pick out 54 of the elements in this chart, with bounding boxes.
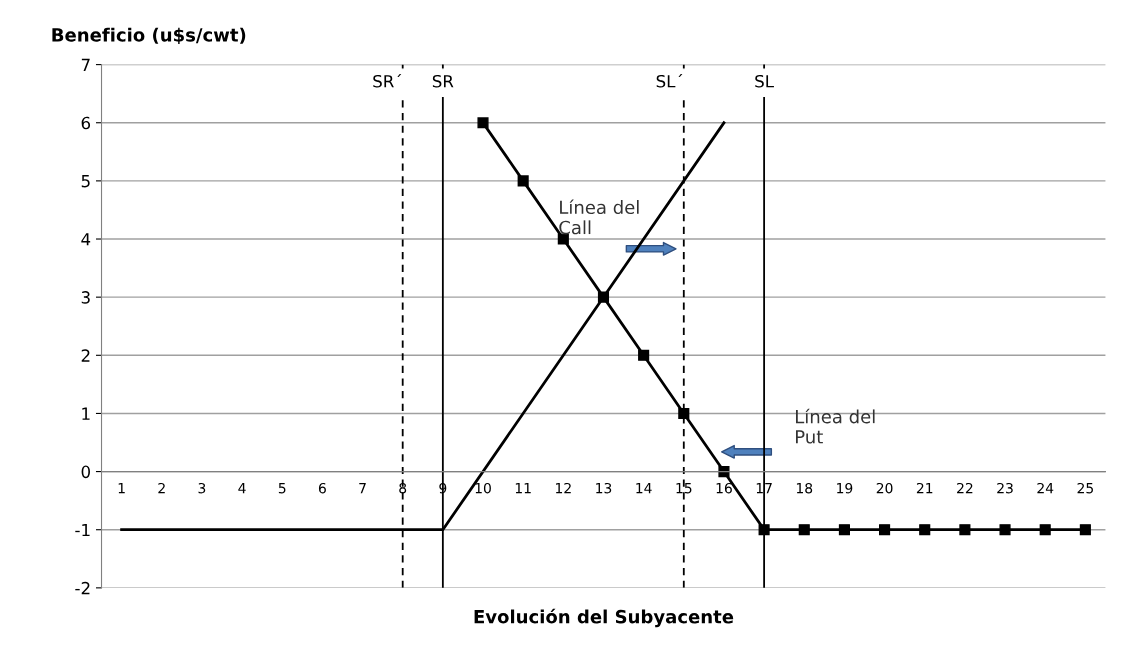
x-tick-label: 22 (957, 482, 973, 494)
y-tick-label: 3 (81, 291, 90, 304)
point (638, 349, 650, 361)
x-tick-label: 3 (198, 482, 206, 494)
y-tick-label: 1 (82, 407, 90, 420)
x-tick-label: 4 (238, 483, 246, 494)
x-axis-title: Evolución del Subyacente (474, 608, 734, 628)
point (477, 117, 489, 129)
y-tick-label: 0 (81, 465, 90, 479)
annotation: Línea del Call (559, 199, 639, 235)
x-tick-label: 16 (716, 482, 732, 494)
x-tick-label: 5 (278, 483, 286, 494)
x-tick-label: 18 (796, 482, 813, 494)
y-tick-label: 6 (81, 116, 91, 130)
x-tick-label: 24 (1037, 482, 1054, 494)
x-tick-label: 10 (475, 482, 491, 494)
point (999, 524, 1011, 536)
y-axis-title: Beneficio (u$s/cwt) (52, 27, 246, 45)
x-tick-label: 1 (118, 483, 125, 494)
annotation: Línea del Put (796, 408, 875, 444)
y-tick-label: 5 (81, 175, 90, 188)
point (1079, 524, 1091, 536)
x-tick-label: 2 (158, 482, 165, 494)
point (798, 524, 810, 536)
point (959, 524, 971, 536)
x-tick-label: 13 (596, 482, 612, 494)
y-tick-label: -2 (75, 581, 90, 595)
x-tick-label: 12 (556, 482, 571, 494)
x-tick-label: 6 (318, 482, 326, 494)
x-tick-label: 14 (636, 483, 652, 494)
y-tick-label: 4 (81, 233, 91, 246)
ref-line-label: SL (755, 74, 774, 88)
x-tick-label: 21 (916, 482, 933, 494)
x-tick-label: 20 (876, 482, 893, 494)
x-tick-label: 23 (997, 482, 1013, 494)
point (919, 524, 931, 536)
x-tick-label: 11 (515, 483, 531, 494)
point (718, 466, 730, 478)
y-tick-label: -1 (75, 523, 90, 537)
point (517, 175, 529, 187)
x-tick-label: 15 (676, 483, 692, 494)
x-tick-label: 19 (837, 482, 853, 494)
ref-line-label: SL´ (656, 73, 683, 88)
y-tick-label: 2 (81, 349, 90, 362)
ref-line-label: SR (432, 74, 454, 88)
point (1039, 524, 1051, 536)
x-tick-label: 8 (399, 482, 407, 494)
y-tick-label: 7 (81, 58, 90, 71)
point (597, 291, 610, 303)
x-tick-label: 25 (1077, 482, 1093, 494)
ref-line-label: SR´ (373, 73, 402, 88)
point (879, 524, 891, 536)
x-tick-label: 7 (359, 483, 366, 494)
point (838, 524, 850, 536)
